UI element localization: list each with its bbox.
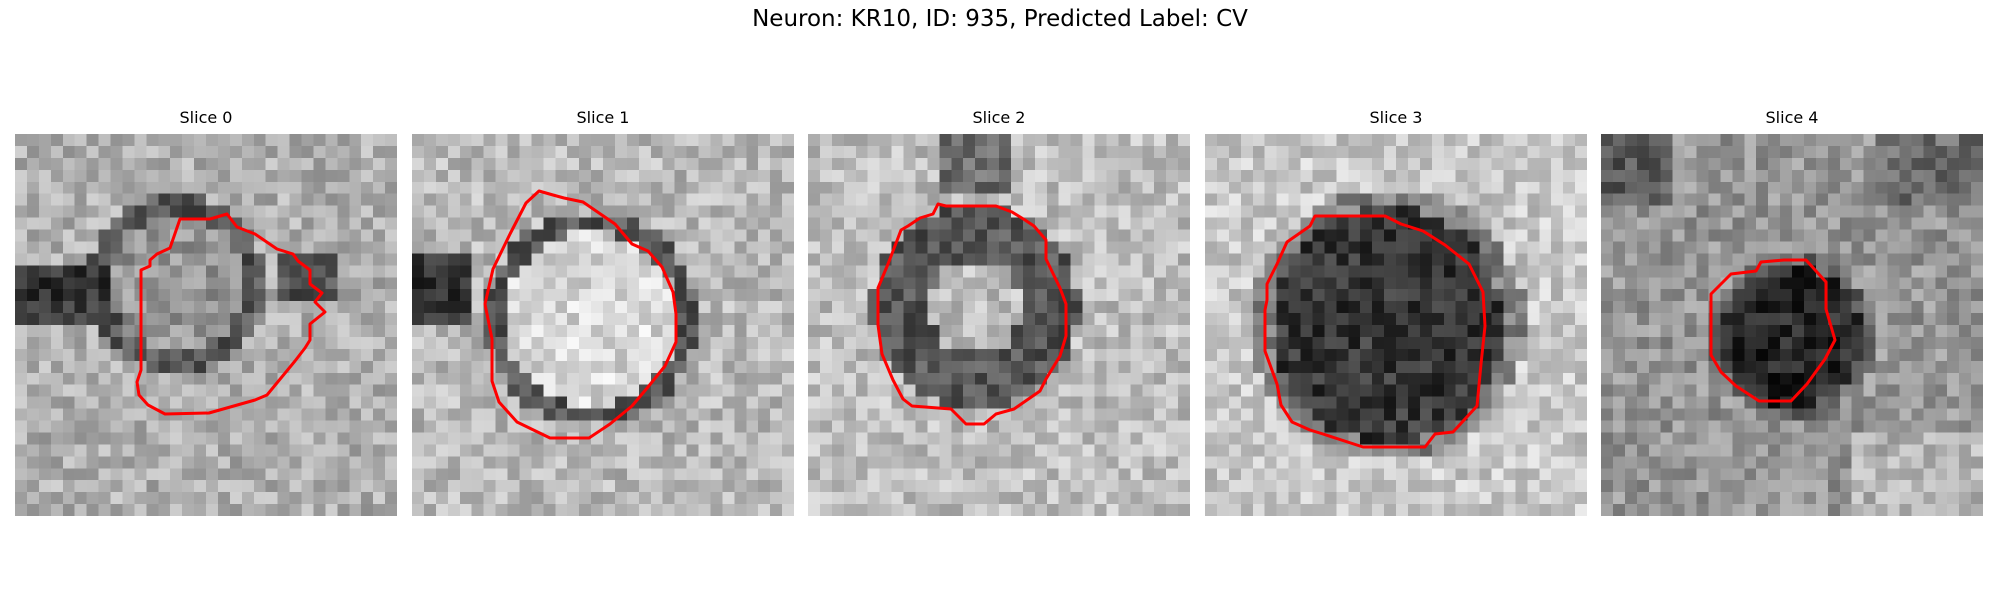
slice-image xyxy=(1601,134,1983,516)
slice-title: Slice 3 xyxy=(1369,108,1423,127)
slice-title: Slice 0 xyxy=(179,108,233,127)
slice-image xyxy=(1205,134,1587,516)
segmentation-contour xyxy=(135,212,327,416)
slice-title: Slice 1 xyxy=(576,108,630,127)
slice-title: Slice 2 xyxy=(972,108,1026,127)
slice-panel-1: Slice 1 xyxy=(412,108,794,516)
slice-image xyxy=(412,134,794,516)
segmentation-contour xyxy=(1709,258,1837,403)
figure-title: Neuron: KR10, ID: 935, Predicted Label: … xyxy=(752,6,1248,32)
slice-panel-2: Slice 2 xyxy=(808,108,1190,516)
segmentation-contour xyxy=(483,189,678,440)
slice-panel-3: Slice 3 xyxy=(1205,108,1587,516)
slice-image xyxy=(808,134,1190,516)
segmentation-contour xyxy=(1263,214,1487,449)
slice-panel-0: Slice 0 xyxy=(15,108,397,516)
slice-panel-4: Slice 4 xyxy=(1601,108,1983,516)
slice-image xyxy=(15,134,397,516)
slice-title: Slice 4 xyxy=(1765,108,1819,127)
segmentation-contour xyxy=(876,202,1068,426)
